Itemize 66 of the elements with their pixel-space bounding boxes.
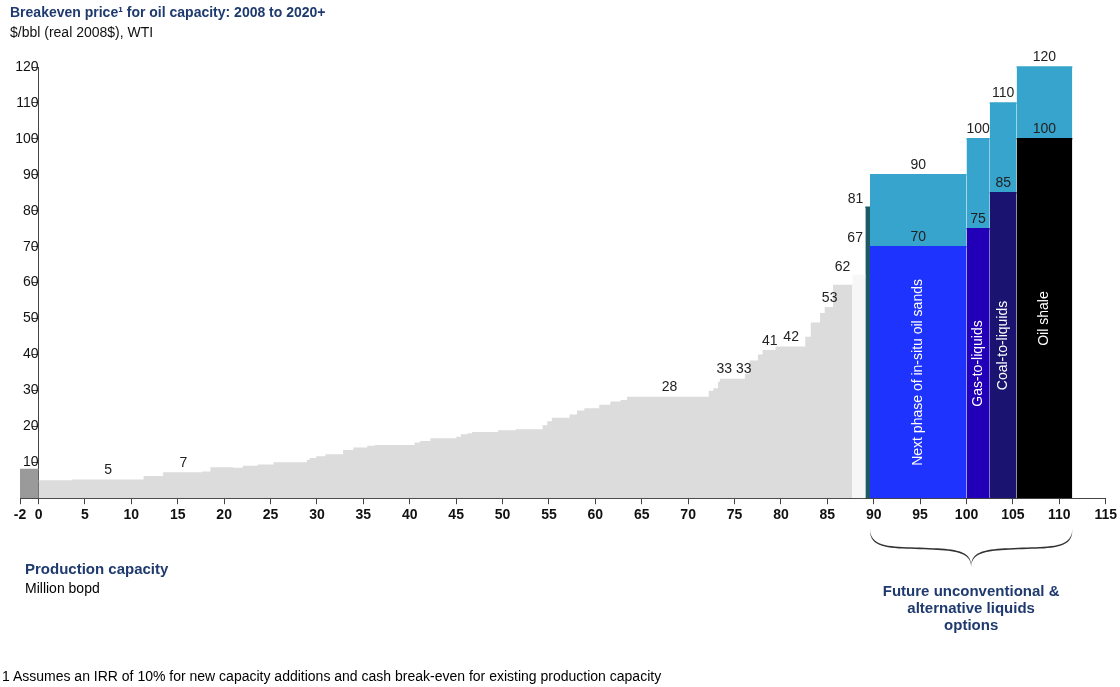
x-tick-label: 65 [633, 506, 650, 523]
x-tick-label: 115 [1094, 506, 1118, 523]
series-label: Gas-to-liquids [968, 320, 985, 407]
y-tick-label: 90 [22, 165, 39, 182]
chart-title: Breakeven price¹ for oil capacity: 2008 to 2020+ [10, 4, 326, 20]
x-tick-label: 85 [819, 506, 836, 523]
x-tick-label: 60 [587, 506, 604, 523]
text: 1 Assumes an IRR of 10% for new capacity additions and cash break-even for existing production capacity [2, 668, 662, 684]
data-label: 70 [910, 227, 927, 244]
y-tick-label: 50 [22, 309, 39, 326]
x-tick-label: 25 [262, 506, 279, 523]
x-tick-label: 15 [169, 506, 186, 523]
data-label: 5 [104, 461, 113, 478]
x-tick-label: 110 [1048, 506, 1071, 523]
series-label: Next phase of in-situ oil sands [909, 279, 926, 466]
chart-subtitle: $/bbl (real 2008$), WTI [10, 24, 154, 40]
x-tick-label: 40 [401, 506, 418, 523]
y-tick-label: 60 [22, 273, 39, 290]
x-tick-label: 35 [355, 506, 372, 523]
data-label: 81 [847, 190, 864, 206]
x-tick-label: 10 [123, 506, 140, 523]
x-tick-label: 80 [773, 506, 789, 523]
y-tick-label: 100 [15, 129, 39, 146]
series-label: Oil shale [1035, 291, 1052, 346]
y-tick-label: 30 [22, 381, 39, 398]
x-tick-label: 50 [494, 506, 511, 523]
data-label: 62 [834, 258, 851, 275]
y-tick-label: 120 [15, 57, 39, 74]
x-tick-label: 0 [34, 506, 43, 523]
y-tick-label: 20 [22, 417, 39, 434]
x-axis-title: Production capacity [25, 560, 169, 577]
data-label: 53 [821, 288, 838, 305]
data-label: 85 [995, 173, 1012, 190]
data-label: 33 [736, 360, 752, 377]
annotation: 67 [847, 229, 863, 246]
x-tick-label: -2 [13, 506, 27, 523]
x-tick-label: 100 [954, 506, 979, 523]
data-label: 110 [992, 83, 1015, 100]
y-tick-label: 70 [22, 237, 39, 254]
data-label: 7 [179, 453, 188, 470]
data-label: 41 [762, 331, 778, 348]
text: Future unconventional & alternative liquids options [881, 582, 1061, 634]
data-label: 28 [661, 378, 678, 395]
data-label: 33 [716, 360, 733, 377]
x-tick-label: 20 [216, 506, 233, 523]
x-tick-label: 105 [1001, 506, 1025, 523]
data-label: 90 [910, 155, 927, 172]
y-tick-label: 80 [22, 201, 39, 218]
x-tick-label: 5 [81, 506, 90, 523]
data-label: 42 [783, 328, 800, 345]
data-label: 120 [1032, 47, 1057, 64]
data-label: 75 [970, 209, 987, 226]
x-tick-label: 55 [541, 506, 557, 523]
x-tick-label: 70 [680, 506, 697, 523]
data-label: 100 [966, 119, 991, 136]
y-tick-label: 110 [16, 93, 39, 110]
x-tick-label: 90 [865, 506, 882, 523]
x-tick-label: 45 [448, 506, 465, 523]
text: Million bopd [25, 580, 100, 596]
y-tick-label: 10 [22, 453, 39, 470]
x-tick-label: 75 [726, 506, 743, 523]
x-tick-label: 95 [912, 506, 929, 523]
x-tick-label: 30 [309, 506, 325, 523]
series-label: Coal-to-liquids [994, 300, 1011, 391]
y-tick-label: 40 [22, 345, 39, 362]
data-label: 100 [1032, 119, 1057, 136]
